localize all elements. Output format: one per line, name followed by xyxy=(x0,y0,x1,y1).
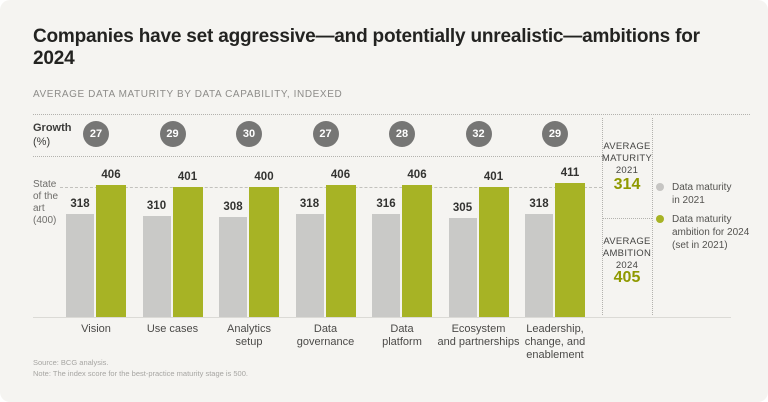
category-label: Vision xyxy=(81,323,111,335)
bar-ambition-2024 xyxy=(402,185,432,317)
category-label: Use cases xyxy=(146,323,199,335)
chart-subtitle: AVERAGE DATA MATURITY BY DATA CAPABILITY… xyxy=(33,89,343,100)
category-label: Ecosystem and partnerships xyxy=(437,323,520,348)
bar-maturity-2021 xyxy=(142,216,171,317)
panel-divider-middle xyxy=(602,218,652,219)
average-maturity-value: 314 xyxy=(613,176,641,193)
bar-value-2021: 310 xyxy=(146,200,167,213)
bar-value-2024: 406 xyxy=(330,169,351,182)
growth-circle: 28 xyxy=(389,121,415,147)
legend-dot-icon xyxy=(656,215,664,223)
bar-value-2021: 318 xyxy=(70,197,90,210)
growth-circle: 27 xyxy=(312,121,339,147)
divider-growth-bottom xyxy=(33,156,602,157)
category-label: Analytics setup xyxy=(226,323,272,348)
category-label: Data platform xyxy=(382,323,422,348)
bar-value-2021: 316 xyxy=(376,198,396,211)
growth-label-unit: (%) xyxy=(33,136,51,148)
bar-value-2024: 406 xyxy=(407,169,427,182)
bar-maturity-2021 xyxy=(219,216,247,317)
bar-maturity-2021 xyxy=(66,213,94,317)
panel-divider-left xyxy=(602,118,603,315)
bar-maturity-2021 xyxy=(448,217,477,317)
bar-ambition-2024 xyxy=(249,187,279,317)
growth-circle: 30 xyxy=(236,121,262,147)
panel-divider-right xyxy=(652,118,653,315)
x-axis-baseline xyxy=(33,317,731,318)
average-ambition-label: AVERAGE AMBITION 2024 xyxy=(602,236,652,271)
bar-maturity-2021 xyxy=(295,213,324,317)
bar-value-2021: 318 xyxy=(299,197,320,210)
bar-value-2024: 401 xyxy=(177,170,198,183)
bar-value-2021: 308 xyxy=(223,200,243,213)
average-ambition-value: 405 xyxy=(613,269,641,286)
bar-maturity-2021 xyxy=(525,213,553,317)
bar-value-2024: 400 xyxy=(254,171,274,183)
source-note: Source: BCG analysis. Note: The index sc… xyxy=(33,358,248,378)
growth-circle: 29 xyxy=(542,121,568,147)
category-label: Data governance xyxy=(296,323,355,348)
category-label: Leadership, change, and enablement xyxy=(524,323,586,361)
bar-ambition-2024 xyxy=(325,185,356,317)
growth-axis-label: Growth (%) xyxy=(33,121,72,149)
bar-ambition-2024 xyxy=(478,186,509,317)
bar-ambition-2024 xyxy=(172,186,203,317)
growth-circle: 29 xyxy=(159,121,186,147)
growth-circle: 27 xyxy=(83,121,109,147)
legend-label: Data maturity in 2021 xyxy=(672,182,732,206)
average-maturity-label: AVERAGE MATURITY 2021 xyxy=(601,141,653,176)
legend-label: Data maturity ambition for 2024 (set in … xyxy=(672,214,750,251)
legend-dot-icon xyxy=(656,183,664,191)
bar-value-2024: 406 xyxy=(101,169,121,182)
bar-value-2024: 411 xyxy=(560,167,580,180)
bar-value-2021: 305 xyxy=(452,201,473,214)
reference-line-label: State of the art (400) xyxy=(33,179,59,226)
page-title: Companies have set aggressive—and potent… xyxy=(33,26,700,69)
bar-ambition-2024 xyxy=(555,183,585,317)
bar-value-2021: 318 xyxy=(529,197,549,210)
bar-ambition-2024 xyxy=(96,185,126,317)
divider-top xyxy=(33,114,750,115)
growth-label-word: Growth xyxy=(33,122,72,134)
bar-maturity-2021 xyxy=(372,214,400,317)
bar-value-2024: 401 xyxy=(483,170,504,183)
growth-circle: 32 xyxy=(465,121,492,147)
